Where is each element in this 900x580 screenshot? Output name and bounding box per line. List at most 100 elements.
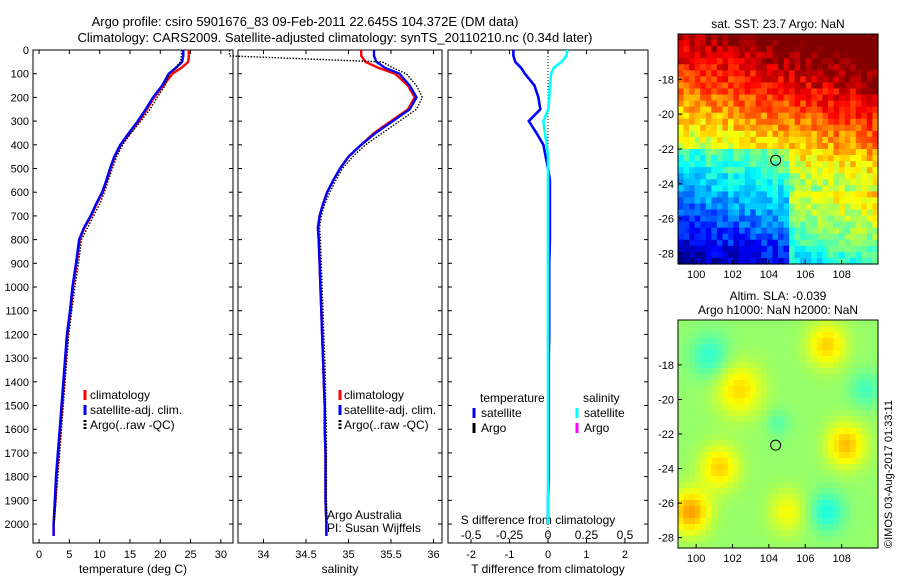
map-cell xyxy=(700,398,707,405)
map-cell xyxy=(822,88,829,96)
map-cell xyxy=(761,149,768,156)
map-cell xyxy=(711,536,718,543)
map-cell xyxy=(800,185,807,192)
map-cell xyxy=(750,46,757,53)
map-cell xyxy=(678,161,685,168)
map-cell xyxy=(872,203,879,211)
map-cell xyxy=(766,350,774,357)
map-cell xyxy=(822,149,829,156)
map-cell xyxy=(694,464,701,471)
map-cell xyxy=(711,386,718,393)
map-cell xyxy=(711,500,718,507)
map-cell xyxy=(716,179,724,186)
map-cell xyxy=(861,221,868,229)
map-cell xyxy=(844,452,851,459)
map-cell xyxy=(678,221,685,229)
map-cell xyxy=(783,428,790,435)
map-cell xyxy=(772,392,779,399)
map-cell xyxy=(783,94,790,102)
map-cell xyxy=(839,40,846,47)
map-cell xyxy=(705,350,712,357)
map-cell xyxy=(733,233,740,241)
map-cell xyxy=(778,476,785,483)
map-cell xyxy=(755,34,762,41)
map-cell xyxy=(778,422,785,429)
map-cell xyxy=(866,410,874,417)
map-cell xyxy=(705,239,712,247)
map-cell xyxy=(783,40,790,47)
map-cell xyxy=(750,245,757,253)
map-cell xyxy=(733,88,740,96)
map-cell xyxy=(778,118,785,126)
map-cell xyxy=(794,64,801,71)
map-cell xyxy=(750,203,757,211)
map-cell xyxy=(739,118,746,126)
map-cell xyxy=(872,34,879,41)
map-cell xyxy=(805,320,812,327)
map-cell xyxy=(822,58,829,65)
map-cell xyxy=(766,257,774,265)
map-cell xyxy=(705,215,712,223)
map-cell xyxy=(694,428,701,435)
map-cell xyxy=(722,518,729,525)
map-cell xyxy=(816,185,824,192)
map-cell xyxy=(816,40,824,47)
map-cell xyxy=(844,130,851,138)
map-cell xyxy=(705,512,712,519)
map-cell xyxy=(689,82,696,90)
map-cell xyxy=(844,350,851,357)
map-cell xyxy=(722,215,729,223)
map-cell xyxy=(783,197,790,205)
map-cell xyxy=(872,416,879,423)
map-cell xyxy=(705,142,712,150)
map-cell xyxy=(711,130,718,138)
map-cell xyxy=(739,155,746,162)
map-cell xyxy=(678,476,685,483)
map-cell xyxy=(861,52,868,59)
map-cell xyxy=(694,536,701,543)
map-cell xyxy=(683,422,690,429)
map-cell xyxy=(800,215,807,223)
map-cell xyxy=(683,338,690,345)
map-cell xyxy=(750,338,757,345)
map-cell xyxy=(839,155,846,162)
map-cell xyxy=(750,350,757,357)
map-cell xyxy=(772,239,779,247)
map-cell xyxy=(711,326,718,333)
map-cell xyxy=(850,428,857,435)
map-cell xyxy=(866,179,874,186)
map-cell xyxy=(766,239,774,247)
map-cell xyxy=(805,161,812,168)
map-cell xyxy=(689,410,696,417)
map-cell xyxy=(855,221,862,229)
map-cell xyxy=(755,203,762,211)
map-cell xyxy=(794,452,801,459)
map-cell xyxy=(744,518,751,525)
map-cell xyxy=(805,130,812,138)
map-cell xyxy=(861,380,868,387)
map-cell xyxy=(778,374,785,381)
map-cell xyxy=(766,368,774,375)
map-cell xyxy=(711,470,718,477)
map-cell xyxy=(678,320,685,327)
map-cell xyxy=(739,106,746,114)
map-cell xyxy=(728,112,735,120)
map-cell xyxy=(805,215,812,223)
map-cell xyxy=(755,94,762,102)
map-cell xyxy=(833,124,840,132)
map-cell xyxy=(839,428,846,435)
map-cell xyxy=(728,106,735,114)
map-cell xyxy=(744,440,751,447)
map-cell xyxy=(678,386,685,393)
map-cell xyxy=(711,245,718,253)
map-cell xyxy=(700,416,707,423)
map-cell xyxy=(844,422,851,429)
map-cell xyxy=(766,215,774,223)
map-cell xyxy=(828,64,835,71)
map-cell xyxy=(789,536,796,543)
map-cell xyxy=(744,203,751,211)
map-cell xyxy=(705,326,712,333)
map-cell xyxy=(766,197,774,205)
map-cell xyxy=(872,94,879,102)
legend-label: satellite-adj. clim. xyxy=(344,403,436,417)
